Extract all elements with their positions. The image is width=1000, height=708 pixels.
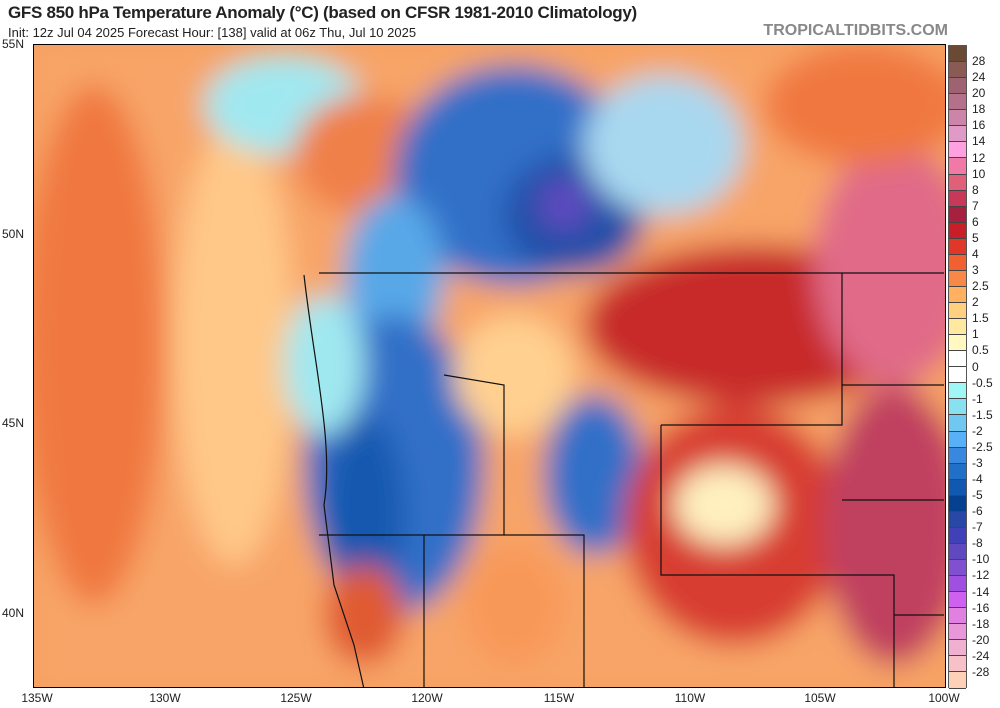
colorbar-swatch (949, 46, 966, 63)
colorbar-swatch (949, 158, 966, 175)
lon-label-135w: 135W (21, 691, 53, 705)
colorbar-tick-label: -4 (972, 472, 983, 487)
colorbar-swatch (949, 592, 966, 609)
colorbar-tick-label: 0 (972, 359, 979, 374)
colorbar-swatch (949, 303, 966, 320)
colorbar-tick-label: -0.5 (972, 375, 993, 390)
colorbar-swatch (949, 286, 966, 303)
colorbar-swatch (949, 672, 966, 689)
colorbar-swatch (949, 447, 966, 464)
colorbar-swatch (949, 174, 966, 191)
lon-label-110w: 110W (674, 691, 706, 705)
colorbar-swatch (949, 110, 966, 127)
lon-label-130w: 130W (149, 691, 181, 705)
colorbar-tick-label: 7 (972, 198, 979, 213)
colorbar-tick-label: 8 (972, 182, 979, 197)
colorbar-tick-label: 2.5 (972, 279, 989, 294)
colorbar-tick-label: 10 (972, 166, 986, 181)
colorbar-tick-label: -3 (972, 455, 983, 470)
colorbar-tick-label: -10 (972, 552, 990, 567)
colorbar-tick-label: 3 (972, 263, 979, 278)
colorbar-tick-label: 1 (972, 327, 979, 342)
colorbar-tick-label: -5 (972, 488, 983, 503)
colorbar-swatch (949, 463, 966, 480)
colorbar-tick-label: 16 (972, 118, 986, 133)
colorbar-swatch (949, 640, 966, 657)
colorbar-tick-label: -14 (972, 584, 990, 599)
lat-label-40n: 40N (2, 606, 25, 620)
colorbar-swatch (949, 62, 966, 79)
colorbar-tick-label: 28 (972, 54, 986, 69)
colorbar-swatch (949, 399, 966, 416)
colorbar-swatch (949, 254, 966, 271)
colorbar-tick-label: -7 (972, 520, 983, 535)
colorbar-tick-label: -16 (972, 600, 990, 615)
colorbar-tick-label: 14 (972, 134, 986, 149)
colorbar-swatch (949, 527, 966, 544)
colorbar-tick-label: 1.5 (972, 311, 989, 326)
colorbar-swatch (949, 126, 966, 143)
colorbar-swatch (949, 415, 966, 432)
colorbar-swatch (949, 78, 966, 95)
colorbar-tick-label: 6 (972, 214, 979, 229)
colorbar (948, 45, 967, 689)
lat-label-50n: 50N (2, 227, 25, 241)
colorbar-swatch (949, 543, 966, 560)
colorbar-swatch (949, 142, 966, 159)
colorbar-swatch (949, 335, 966, 352)
colorbar-swatch (949, 222, 966, 239)
lon-label-120w: 120W (411, 691, 443, 705)
colorbar-tick-label: -1.5 (972, 407, 993, 422)
anomaly-map (33, 44, 946, 688)
lat-label-55n: 55N (2, 37, 25, 51)
colorbar-swatch (949, 511, 966, 528)
colorbar-swatch (949, 367, 966, 384)
colorbar-tick-label: -28 (972, 664, 990, 679)
lat-label-45n: 45N (2, 416, 25, 430)
colorbar-tick-label: -20 (972, 632, 990, 647)
colorbar-swatch (949, 431, 966, 448)
colorbar-swatch (949, 383, 966, 400)
brand-watermark: TROPICALTIDBITS.COM (763, 22, 948, 39)
colorbar-swatch (949, 624, 966, 641)
colorbar-tick-label: 4 (972, 246, 979, 261)
colorbar-tick-label: 24 (972, 70, 986, 85)
colorbar-swatch (949, 190, 966, 207)
colorbar-swatch (949, 608, 966, 625)
colorbar-swatch (949, 319, 966, 336)
lon-label-100w: 100W (928, 691, 960, 705)
lon-label-115w: 115W (543, 691, 575, 705)
colorbar-tick-label: -18 (972, 616, 990, 631)
colorbar-swatch (949, 656, 966, 673)
colorbar-tick-label: 20 (972, 86, 986, 101)
colorbar-tick-label: 2 (972, 295, 979, 310)
lon-label-105w: 105W (804, 691, 836, 705)
colorbar-swatch (949, 479, 966, 496)
colorbar-tick-label: -1 (972, 391, 983, 406)
colorbar-tick-label: -2.5 (972, 439, 993, 454)
colorbar-swatch (949, 495, 966, 512)
colorbar-tick-label: 0.5 (972, 343, 989, 358)
lon-label-125w: 125W (280, 691, 312, 705)
colorbar-tick-label: 5 (972, 230, 979, 245)
anomaly-field (34, 45, 945, 687)
colorbar-swatch (949, 560, 966, 577)
forecast-info: Init: 12z Jul 04 2025 Forecast Hour: [13… (8, 25, 417, 40)
colorbar-swatch (949, 94, 966, 111)
colorbar-swatch (949, 238, 966, 255)
colorbar-tick-label: -24 (972, 648, 990, 663)
colorbar-tick-label: -6 (972, 504, 983, 519)
colorbar-tick-label: 18 (972, 102, 986, 117)
colorbar-tick-label: -2 (972, 423, 983, 438)
colorbar-swatch (949, 206, 966, 223)
colorbar-swatch (949, 576, 966, 593)
chart-title: GFS 850 hPa Temperature Anomaly (°C) (ba… (8, 3, 637, 22)
colorbar-tick-label: -8 (972, 536, 983, 551)
colorbar-tick-label: 12 (972, 150, 986, 165)
colorbar-swatch (949, 351, 966, 368)
colorbar-tick-label: -12 (972, 568, 990, 583)
colorbar-swatch (949, 270, 966, 287)
